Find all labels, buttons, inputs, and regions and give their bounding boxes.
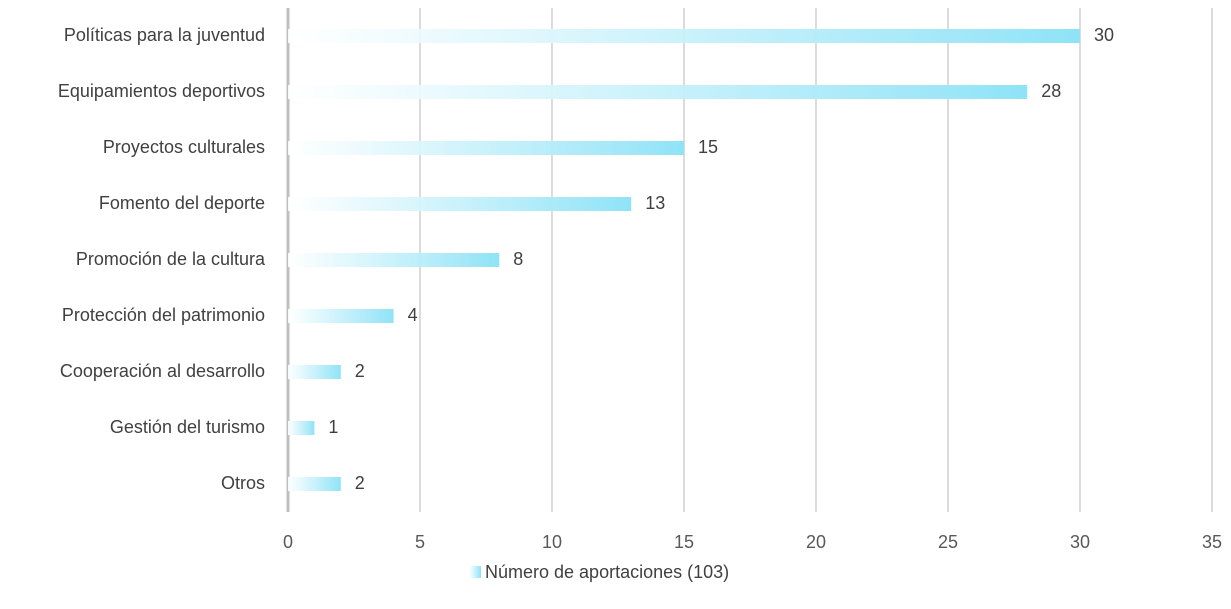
y-tick-label: Otros (221, 473, 265, 493)
data-label: 30 (1094, 25, 1114, 45)
data-label: 28 (1041, 81, 1061, 101)
x-tick-label: 5 (415, 532, 425, 552)
y-tick-label: Proyectos culturales (103, 137, 265, 157)
x-tick-label: 35 (1202, 532, 1222, 552)
x-tick-label: 30 (1070, 532, 1090, 552)
data-label: 4 (408, 305, 418, 325)
x-tick-label: 10 (542, 532, 562, 552)
y-tick-label: Promoción de la cultura (76, 249, 266, 269)
y-tick-label: Políticas para la juventud (64, 25, 265, 45)
y-tick-label: Protección del patrimonio (62, 305, 265, 325)
bar (288, 29, 1080, 43)
x-tick-label: 20 (806, 532, 826, 552)
data-label: 2 (355, 473, 365, 493)
bar (288, 421, 315, 435)
legend-swatch (469, 566, 481, 578)
y-tick-label: Gestión del turismo (110, 417, 265, 437)
bar (288, 309, 394, 323)
data-label: 8 (513, 249, 523, 269)
y-tick-label: Fomento del deporte (99, 193, 265, 213)
x-tick-label: 25 (938, 532, 958, 552)
bar (288, 253, 500, 267)
data-label: 2 (355, 361, 365, 381)
data-label: 13 (645, 193, 665, 213)
bar (288, 365, 341, 379)
x-tick-label: 0 (283, 532, 293, 552)
data-label: 1 (328, 417, 338, 437)
bar (288, 477, 341, 491)
y-tick-label: Equipamientos deportivos (58, 81, 265, 101)
bar (288, 141, 684, 155)
y-tick-label: Cooperación al desarrollo (60, 361, 265, 381)
bar (288, 197, 632, 211)
bar (288, 85, 1028, 99)
x-tick-label: 15 (674, 532, 694, 552)
data-label: 15 (698, 137, 718, 157)
legend-label: Número de aportaciones (103) (485, 562, 729, 582)
